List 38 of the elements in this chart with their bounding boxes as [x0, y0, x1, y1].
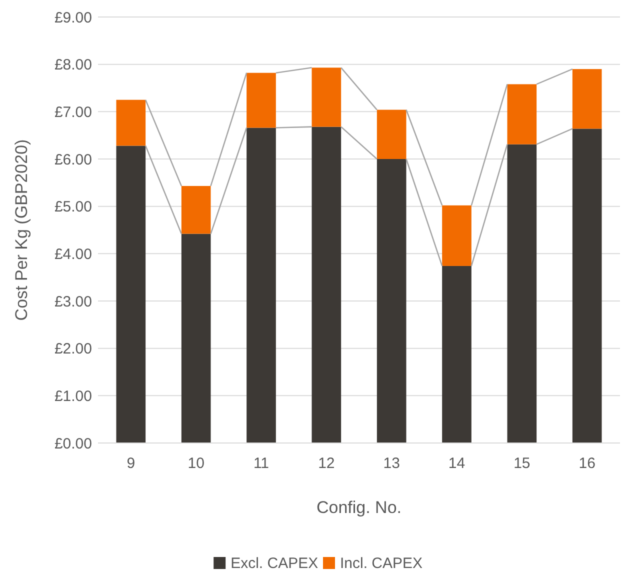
x-tick-label: 16	[578, 455, 596, 472]
bar	[181, 234, 211, 443]
y-tick-label: £4.00	[54, 246, 92, 263]
bar	[442, 205, 472, 266]
y-tick-label: £1.00	[54, 388, 92, 405]
bar	[376, 110, 406, 159]
bar	[246, 72, 276, 128]
y-tick-label: £2.00	[54, 340, 92, 358]
x-tick-label: 13	[383, 455, 400, 472]
x-tick-label: 9	[126, 455, 136, 472]
bar	[312, 68, 342, 127]
x-tick-label: 11	[253, 455, 270, 472]
bar	[376, 159, 406, 443]
y-tick-label: £7.00	[54, 104, 92, 121]
legend-label: Excl. CAPEX	[230, 555, 318, 572]
y-tick-label: £8.00	[54, 56, 92, 74]
bar	[116, 100, 146, 146]
y-axis-title: Cost Per Kg (GBP2020)	[12, 139, 31, 321]
y-tick-label: £6.00	[54, 151, 92, 168]
bar	[181, 186, 211, 234]
y-tick-label: £3.00	[54, 293, 92, 310]
bar	[246, 128, 276, 443]
y-tick-label: £0.00	[54, 435, 92, 452]
bar	[116, 146, 146, 443]
bar	[442, 266, 472, 443]
x-tick-label: 15	[514, 455, 530, 472]
y-tick-label: £9.00	[54, 9, 92, 26]
x-tick-label: 12	[318, 455, 335, 472]
bar	[507, 144, 537, 443]
bar	[572, 128, 602, 443]
y-tick-label: £5.00	[54, 198, 92, 216]
x-axis-title: Config. No.	[316, 498, 402, 517]
bar	[572, 69, 602, 129]
bar	[507, 84, 537, 144]
bar	[312, 126, 342, 443]
x-tick-label: 10	[188, 455, 204, 472]
legend-label: Incl. CAPEX	[340, 555, 423, 572]
x-tick-label: 14	[448, 455, 466, 472]
